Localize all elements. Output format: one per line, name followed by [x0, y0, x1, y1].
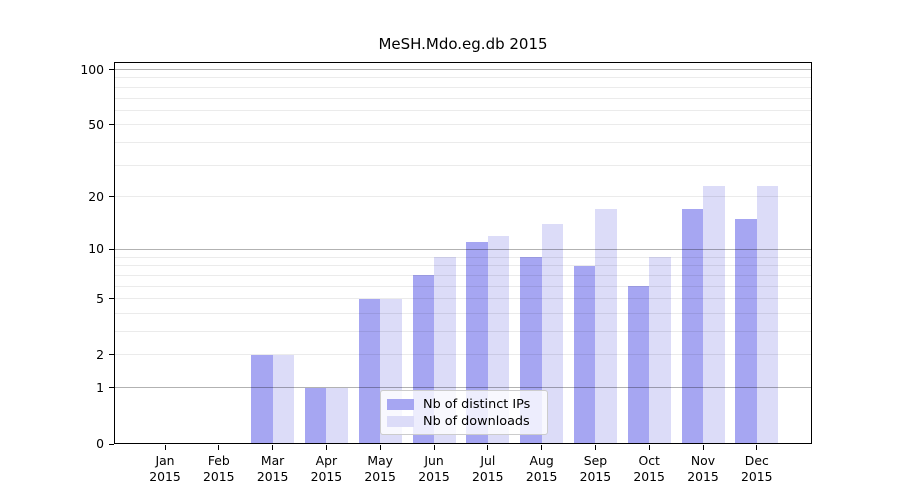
bar-downloads-aug: [541, 224, 564, 444]
minor-gridline: [115, 164, 811, 166]
minor-gridline: [115, 354, 811, 356]
downloads-color-swatch: [387, 416, 414, 427]
bar-ips-sep: [573, 265, 596, 444]
x-tick-label-may: May 2015: [364, 453, 396, 484]
major-gridline: [115, 248, 811, 250]
chart-title: MeSH.Mdo.eg.db 2015: [378, 35, 548, 53]
x-tick-label-jan: Jan 2015: [149, 453, 181, 484]
bar-downloads-oct: [649, 257, 671, 444]
x-tick-mark: [164, 444, 166, 450]
major-gridline: [115, 387, 811, 389]
x-tick-label-dec: Dec 2015: [741, 453, 773, 484]
minor-gridline: [115, 285, 811, 287]
y-tick-label-2: 2: [96, 346, 104, 362]
minor-gridline: [115, 196, 811, 198]
minor-gridline: [115, 265, 811, 267]
bar-ips-mar: [251, 354, 273, 444]
y-tick-mark: [109, 124, 114, 126]
x-tick-label-sep: Sep 2015: [579, 453, 612, 484]
bar-ips-oct: [627, 286, 650, 444]
x-tick-label-apr: Apr 2015: [310, 453, 343, 484]
x-tick-label-jul: Jul 2015: [472, 453, 504, 484]
x-tick-mark: [648, 444, 650, 450]
legend-item-downloads: Nb of downloads: [387, 413, 539, 430]
major-gridline: [115, 69, 811, 70]
x-tick-mark: [487, 444, 489, 450]
minor-gridline: [115, 124, 811, 126]
y-tick-label-1: 1: [96, 379, 104, 395]
legend-item-distinct-ips: Nb of distinct IPs: [387, 396, 539, 413]
x-tick-label-nov: Nov 2015: [687, 453, 719, 484]
y-tick-mark: [109, 354, 114, 356]
y-tick-label-100: 100: [80, 61, 104, 77]
y-tick-mark: [109, 443, 114, 445]
minor-gridline: [115, 142, 811, 144]
y-tick-mark: [109, 196, 114, 198]
y-tick-label-0: 0: [96, 436, 104, 451]
x-tick-mark: [218, 444, 220, 450]
legend-label-downloads: Nb of downloads: [423, 413, 530, 429]
legend-label-distinct-ips: Nb of distinct IPs: [423, 396, 531, 412]
minor-gridline: [115, 97, 811, 99]
bar-downloads-apr: [326, 387, 348, 444]
bar-downloads-nov: [703, 186, 725, 444]
x-tick-label-aug: Aug 2015: [525, 453, 558, 484]
y-tick-mark: [109, 248, 114, 250]
y-tick-label-20: 20: [88, 188, 104, 204]
x-tick-label-mar: Mar 2015: [256, 453, 289, 484]
x-tick-mark: [379, 444, 381, 450]
x-tick-mark: [756, 444, 758, 450]
x-tick-mark: [325, 444, 327, 450]
x-tick-label-feb: Feb 2015: [203, 453, 235, 484]
x-tick-label-jun: Jun 2015: [418, 453, 450, 484]
bar-ips-dec: [735, 219, 757, 444]
minor-gridline: [115, 77, 811, 79]
y-tick-mark: [109, 298, 114, 300]
x-tick-label-oct: Oct 2015: [633, 453, 665, 484]
y-tick-label-10: 10: [88, 241, 104, 257]
x-tick-mark: [702, 444, 704, 450]
bar-ips-may: [358, 298, 381, 444]
legend: Nb of distinct IPs Nb of downloads: [380, 390, 548, 435]
x-tick-mark: [541, 444, 543, 450]
bar-downloads-mar: [272, 354, 295, 444]
y-tick-mark: [109, 69, 114, 70]
x-tick-mark: [272, 444, 274, 450]
x-tick-mark: [433, 444, 435, 450]
x-tick-mark: [594, 444, 596, 450]
bar-downloads-sep: [595, 209, 617, 444]
y-tick-mark: [109, 387, 114, 389]
minor-gridline: [115, 298, 811, 300]
minor-gridline: [115, 312, 811, 314]
minor-gridline: [115, 331, 811, 332]
y-tick-label-50: 50: [88, 116, 104, 132]
bar-downloads-dec: [756, 186, 779, 444]
y-tick-label-5: 5: [96, 290, 104, 306]
bar-ips-nov: [681, 209, 703, 444]
minor-gridline: [115, 86, 811, 88]
bar-ips-apr: [304, 387, 327, 444]
minor-gridline: [115, 109, 811, 111]
ips-color-swatch: [387, 399, 414, 410]
minor-gridline: [115, 256, 811, 258]
minor-gridline: [115, 274, 811, 276]
